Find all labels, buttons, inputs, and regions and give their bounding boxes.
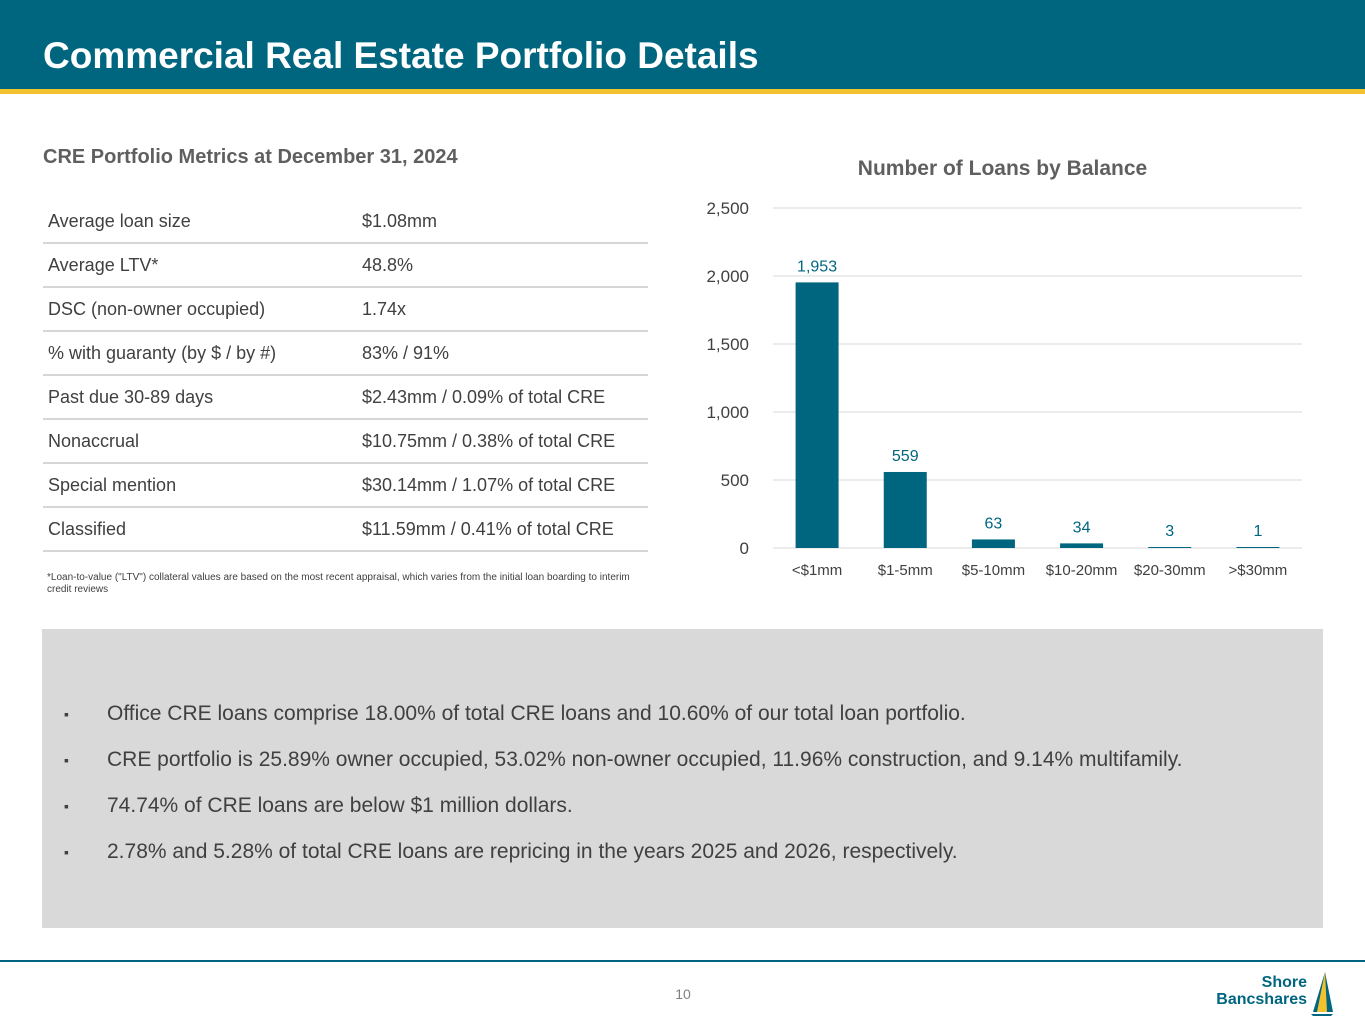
y-tick-label: 500 (721, 471, 749, 490)
x-tick-label: $1-5mm (878, 562, 933, 579)
bar (795, 282, 839, 548)
bullet-text: 74.74% of CRE loans are below $1 million… (107, 794, 573, 817)
metric-label: DSC (non-owner occupied) (43, 287, 357, 332)
metric-value: $1.08mm (357, 200, 648, 244)
bullet-marker: ▪ (64, 752, 69, 768)
metric-label: Past due 30-89 days (43, 375, 357, 420)
metric-value: 48.8% (357, 243, 648, 288)
metrics-table: Average loan size $1.08mm Average LTV* 4… (43, 200, 648, 552)
metric-value: 1.74x (357, 287, 648, 332)
bullet-marker: ▪ (64, 706, 69, 722)
metric-label: Classified (43, 507, 357, 552)
x-tick-label: <$1mm (792, 562, 842, 579)
metrics-title: CRE Portfolio Metrics at December 31, 20… (43, 146, 458, 168)
list-item: ▪ 74.74% of CRE loans are below $1 milli… (64, 793, 1182, 819)
table-row: Nonaccrual $10.75mm / 0.38% of total CRE (43, 419, 648, 464)
metric-value: $11.59mm / 0.41% of total CRE (357, 507, 648, 552)
metric-label: Average loan size (43, 200, 357, 244)
table-row: Average LTV* 48.8% (43, 243, 648, 288)
logo-line-2: Bancshares (1216, 991, 1307, 1008)
shore-bancshares-logo: Shore Bancshares (1216, 970, 1333, 1016)
list-item: ▪ Office CRE loans comprise 18.00% of to… (64, 701, 1182, 727)
y-tick-label: 2,500 (706, 199, 749, 218)
metric-value: $2.43mm / 0.09% of total CRE (357, 375, 648, 420)
table-row: Special mention $30.14mm / 1.07% of tota… (43, 463, 648, 508)
data-label: 34 (1073, 519, 1091, 536)
header-accent-bar (0, 89, 1365, 94)
bullet-text: 2.78% and 5.28% of total CRE loans are r… (107, 840, 958, 863)
x-tick-label: $20-30mm (1134, 562, 1206, 579)
list-item: ▪ 2.78% and 5.28% of total CRE loans are… (64, 839, 1182, 865)
bar (1060, 543, 1104, 548)
header-banner: Commercial Real Estate Portfolio Details (0, 0, 1365, 89)
metric-label: % with guaranty (by $ / by #) (43, 331, 357, 376)
table-row: % with guaranty (by $ / by #) 83% / 91% (43, 331, 648, 376)
bullet-marker: ▪ (64, 798, 69, 814)
bullet-text: Office CRE loans comprise 18.00% of tota… (107, 702, 966, 725)
footer-divider (0, 960, 1365, 962)
bar (1236, 547, 1280, 548)
y-tick-label: 2,000 (706, 267, 749, 286)
metric-value: $30.14mm / 1.07% of total CRE (357, 463, 648, 508)
highlights-list: ▪ Office CRE loans comprise 18.00% of to… (64, 701, 1182, 885)
bar (971, 539, 1015, 548)
data-label: 63 (985, 515, 1003, 532)
bar (1148, 547, 1192, 548)
bullet-marker: ▪ (64, 844, 69, 860)
loans-by-balance-chart: 0 500 1,000 1,500 2,000 2,500 1,953 <$1mm 559 $1-… (706, 199, 1302, 579)
table-row: Past due 30-89 days $2.43mm / 0.09% of t… (43, 375, 648, 420)
x-tick-label: >$30mm (1229, 562, 1288, 579)
metric-label: Nonaccrual (43, 419, 357, 464)
metric-label: Average LTV* (43, 243, 357, 288)
y-tick-label: 1,000 (706, 403, 749, 422)
data-label: 1,953 (797, 258, 837, 275)
data-label: 559 (892, 448, 919, 465)
x-tick-label: $5-10mm (962, 562, 1025, 579)
x-tick-label: $10-20mm (1046, 562, 1118, 579)
logo-line-1: Shore (1261, 974, 1307, 991)
list-item: ▪ CRE portfolio is 25.89% owner occupied… (64, 747, 1182, 773)
highlights-panel: ▪ Office CRE loans comprise 18.00% of to… (42, 629, 1323, 928)
ltv-footnote: *Loan-to-value ("LTV") collateral values… (47, 572, 630, 595)
sail-icon (1311, 972, 1333, 1016)
data-label: 1 (1253, 523, 1262, 540)
metric-value: 83% / 91% (357, 331, 648, 376)
y-tick-label: 1,500 (706, 335, 749, 354)
table-row: Classified $11.59mm / 0.41% of total CRE (43, 507, 648, 552)
page-number: 10 (675, 986, 691, 1002)
y-tick-label: 0 (740, 539, 749, 558)
chart-title: Number of Loans by Balance (857, 157, 1148, 180)
page-title: Commercial Real Estate Portfolio Details (43, 35, 759, 76)
metric-value: $10.75mm / 0.38% of total CRE (357, 419, 648, 464)
data-label: 3 (1165, 523, 1174, 540)
table-row: Average loan size $1.08mm (43, 200, 648, 244)
bar (883, 471, 927, 548)
metric-label: Special mention (43, 463, 357, 508)
table-row: DSC (non-owner occupied) 1.74x (43, 287, 648, 332)
logo-wordmark: Shore Bancshares (1216, 974, 1307, 1008)
bullet-text: CRE portfolio is 25.89% owner occupied, … (107, 748, 1183, 771)
